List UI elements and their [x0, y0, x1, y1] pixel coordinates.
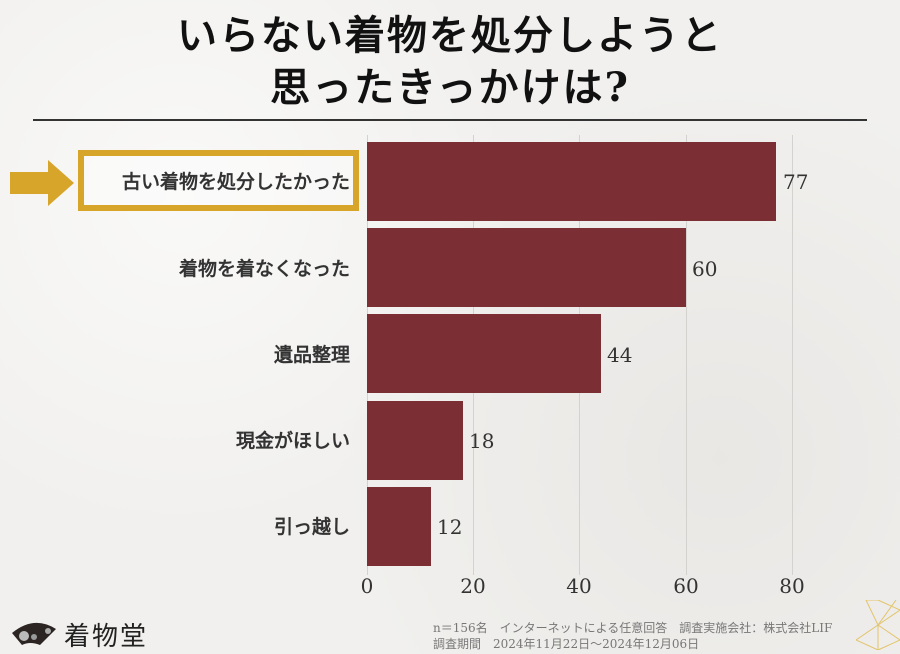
right-arrow-icon	[10, 160, 74, 210]
survey-note-line2: 調査期間 2024年11月22日～2024年12月06日	[433, 637, 700, 651]
highlight-box	[78, 150, 359, 211]
value-label: 44	[607, 343, 633, 367]
survey-note: n＝156名 インターネットによる任意回答 調査実施会社：株式会社LIF 調査期…	[433, 620, 832, 652]
value-label: 12	[437, 515, 463, 539]
title-divider	[33, 119, 867, 121]
value-label: 77	[783, 170, 809, 194]
bar-2	[367, 314, 601, 393]
chart-title: いらない着物を処分しようと 思ったきっかけは?	[0, 10, 900, 114]
bar-0	[367, 142, 776, 221]
x-tick: 20	[460, 574, 486, 598]
bar-4	[367, 487, 431, 566]
brand-name: 着物堂	[64, 622, 149, 652]
gridline-60	[686, 135, 687, 575]
x-tick: 80	[779, 574, 805, 598]
chart-title-line2: 思ったきっかけは?	[270, 64, 630, 111]
value-label: 60	[692, 257, 718, 281]
category-label: 引っ越し	[273, 516, 350, 538]
value-label: 18	[469, 429, 495, 453]
category-label: 古い着物を処分したかった	[121, 171, 350, 193]
category-label: 現金がほしい	[235, 430, 350, 452]
asanoha-pattern-icon	[855, 599, 900, 654]
chart-title-line1: いらない着物を処分しようと	[177, 12, 723, 59]
gridline-80	[792, 135, 793, 575]
category-label: 遺品整理	[273, 344, 350, 366]
brand-logo: 着物堂	[10, 616, 148, 653]
folding-fan-icon	[10, 619, 58, 651]
x-tick: 40	[566, 574, 592, 598]
bar-1	[367, 228, 686, 307]
survey-note-line1: n＝156名 インターネットによる任意回答 調査実施会社：株式会社LIF	[433, 621, 833, 635]
bar-3	[367, 401, 463, 480]
x-tick: 0	[360, 574, 374, 598]
x-tick: 60	[673, 574, 699, 598]
category-label: 着物を着なくなった	[178, 258, 350, 280]
